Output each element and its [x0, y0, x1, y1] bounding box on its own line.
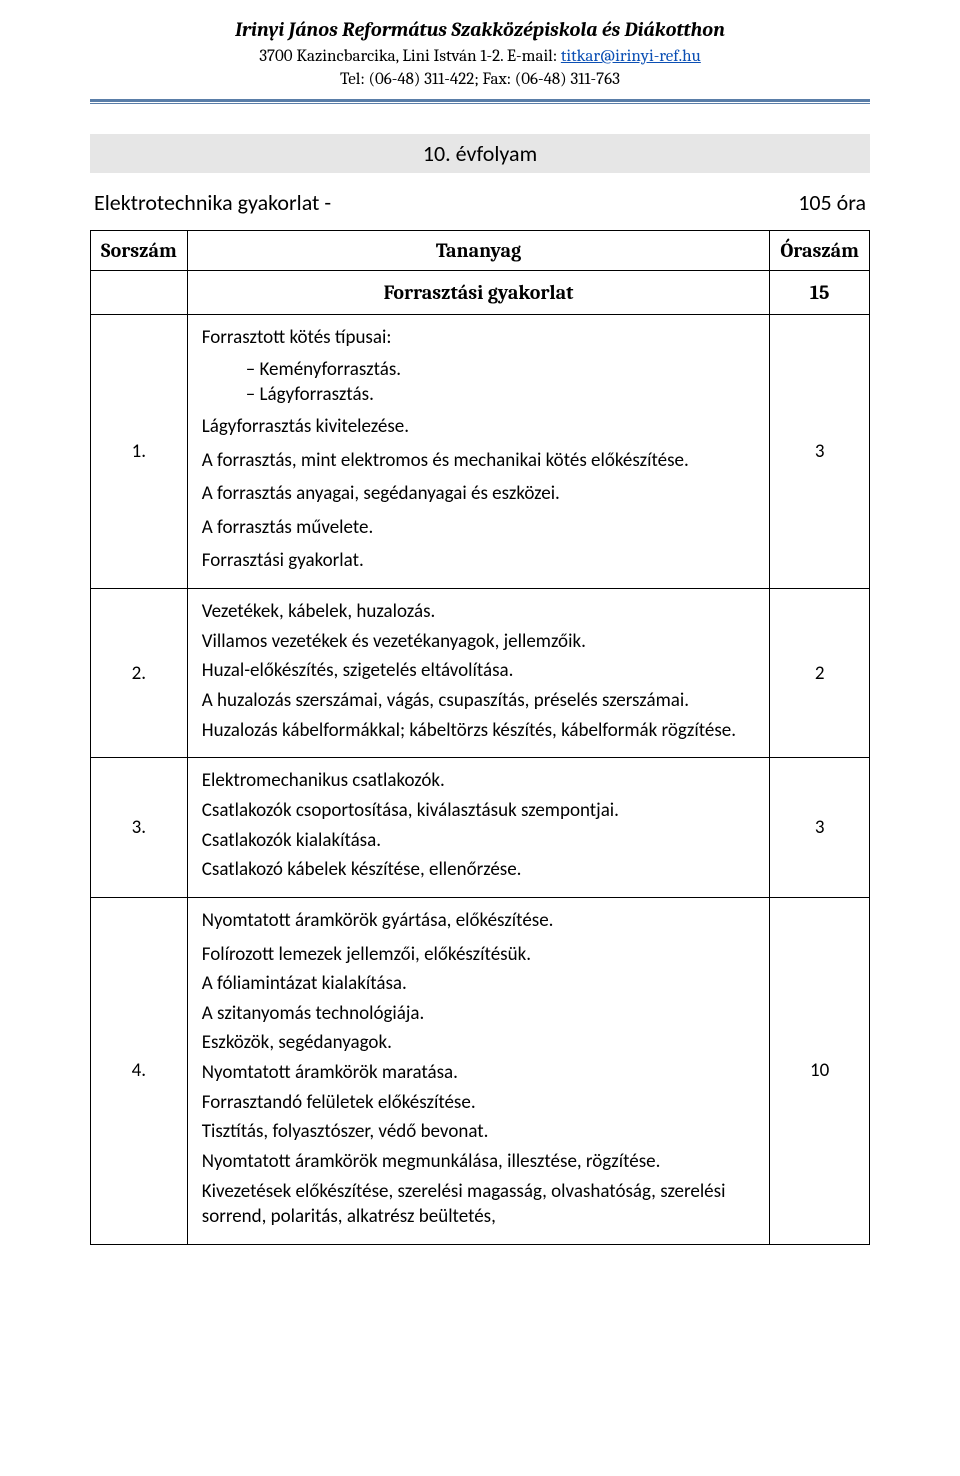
row2-line: Vezetékek, kábelek, huzalozás. [202, 599, 758, 625]
row4-line: A fóliamintázat kialakítása. [202, 971, 758, 997]
table-header-row: Sorszám Tananyag Óraszám [91, 231, 870, 271]
header-sorszam: Sorszám [91, 231, 188, 271]
address-line: 3700 Kazincbarcika, Lini István 1-2. E-m… [90, 47, 870, 66]
address-prefix: 3700 Kazincbarcika, Lini István 1-2. E-m… [259, 47, 561, 66]
row1-para: A forrasztás, mint elektromos és mechani… [202, 448, 758, 474]
row2-line: Huzal-előkészítés, szigetelés eltávolítá… [202, 658, 758, 684]
row-content: Nyomtatott áramkörök gyártása, előkészít… [187, 897, 770, 1244]
row1-para: A forrasztás anyagai, segédanyagai és es… [202, 481, 758, 507]
section-hours: 15 [770, 271, 870, 315]
subject-name: Elektrotechnika gyakorlat - [94, 189, 331, 216]
document-header: Irinyi János Református Szakközépiskola … [90, 18, 870, 89]
row1-para: Forrasztási gyakorlat. [202, 548, 758, 574]
row-hours: 2 [770, 589, 870, 758]
table-row: 2. Vezetékek, kábelek, huzalozás. Villam… [91, 589, 870, 758]
row3-line: Csatlakozók kialakítása. [202, 828, 758, 854]
school-name: Irinyi János Református Szakközépiskola … [90, 18, 870, 41]
table-row: 1. Forrasztott kötés típusai: Keményforr… [91, 315, 870, 589]
list-item: Keményforrasztás. [246, 357, 758, 383]
row-num: 1. [91, 315, 188, 589]
row4-line: Eszközök, segédanyagok. [202, 1030, 758, 1056]
row3-line: Elektromechanikus csatlakozók. [202, 768, 758, 794]
row3-line: Csatlakozó kábelek készítése, ellenőrzés… [202, 857, 758, 883]
row-num: 2. [91, 589, 188, 758]
row1-intro: Forrasztott kötés típusai: [202, 325, 758, 351]
row1-after-bullets: Lágyforrasztás kivitelezése. [202, 414, 758, 440]
row-num: 3. [91, 758, 188, 898]
row-num: 4. [91, 897, 188, 1244]
tel-line: Tel: (06-48) 311-422; Fax: (06-48) 311-7… [90, 70, 870, 89]
row2-line: Villamos vezetékek és vezetékanyagok, je… [202, 629, 758, 655]
row4-intro: Nyomtatott áramkörök gyártása, előkészít… [202, 908, 758, 934]
row2-line: Huzalozás kábelformákkal; kábeltörzs kés… [202, 718, 758, 744]
table-row: 3. Elektromechanikus csatlakozók. Csatla… [91, 758, 870, 898]
subject-hours: 105 óra [798, 189, 866, 216]
section-numcell [91, 271, 188, 315]
grade-title: 10. évfolyam [90, 134, 870, 173]
curriculum-table: Sorszám Tananyag Óraszám Forrasztási gya… [90, 230, 870, 1245]
row-content: Vezetékek, kábelek, huzalozás. Villamos … [187, 589, 770, 758]
row1-para: A forrasztás művelete. [202, 515, 758, 541]
section-row: Forrasztási gyakorlat 15 [91, 271, 870, 315]
list-item: Lágyforrasztás. [246, 382, 758, 408]
row3-line: Csatlakozók csoportosítása, kiválasztásu… [202, 798, 758, 824]
header-oraszam: Óraszám [770, 231, 870, 271]
header-tananyag: Tananyag [187, 231, 770, 271]
row-hours: 3 [770, 315, 870, 589]
row1-bullets: Keményforrasztás. Lágyforrasztás. [230, 357, 758, 408]
row-hours: 10 [770, 897, 870, 1244]
row4-line: Nyomtatott áramkörök maratása. [202, 1060, 758, 1086]
subject-row: Elektrotechnika gyakorlat - 105 óra [90, 189, 870, 216]
row4-line: Kivezetések előkészítése, szerelési maga… [202, 1179, 758, 1230]
header-divider [90, 99, 870, 104]
row4-line: A szitanyomás technológiája. [202, 1001, 758, 1027]
row-hours: 3 [770, 758, 870, 898]
section-title: Forrasztási gyakorlat [187, 271, 770, 315]
row-content: Elektromechanikus csatlakozók. Csatlakoz… [187, 758, 770, 898]
row4-line: Folírozott lemezek jellemzői, előkészíté… [202, 942, 758, 968]
row4-line: Tisztítás, folyasztószer, védő bevonat. [202, 1119, 758, 1145]
row4-line: Nyomtatott áramkörök megmunkálása, illes… [202, 1149, 758, 1175]
row-content: Forrasztott kötés típusai: Keményforrasz… [187, 315, 770, 589]
row2-line: A huzalozás szerszámai, vágás, csupaszít… [202, 688, 758, 714]
email-link[interactable]: titkar@irinyi-ref.hu [561, 47, 701, 66]
table-row: 4. Nyomtatott áramkörök gyártása, előkés… [91, 897, 870, 1244]
row4-line: Forrasztandó felületek előkészítése. [202, 1090, 758, 1116]
